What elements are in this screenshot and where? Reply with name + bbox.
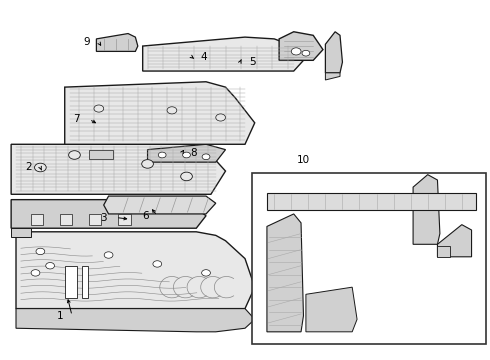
Polygon shape — [438, 225, 471, 257]
Text: 8: 8 — [191, 148, 197, 158]
Polygon shape — [16, 309, 255, 332]
Text: 10: 10 — [297, 156, 310, 165]
Circle shape — [36, 248, 45, 255]
Circle shape — [142, 159, 153, 168]
Bar — [65, 266, 77, 298]
Circle shape — [94, 105, 104, 112]
Text: 5: 5 — [249, 57, 256, 67]
Bar — [118, 214, 130, 225]
Polygon shape — [267, 214, 303, 332]
Text: 7: 7 — [74, 114, 80, 124]
Circle shape — [302, 50, 310, 56]
Polygon shape — [65, 82, 255, 144]
Text: 1: 1 — [56, 311, 63, 321]
Circle shape — [202, 154, 210, 159]
Polygon shape — [143, 37, 303, 71]
Circle shape — [31, 270, 40, 276]
Circle shape — [104, 252, 113, 258]
Circle shape — [46, 262, 54, 269]
Circle shape — [216, 114, 225, 121]
Text: 4: 4 — [200, 52, 207, 62]
Polygon shape — [11, 228, 30, 237]
Circle shape — [153, 261, 162, 267]
Polygon shape — [147, 144, 225, 162]
Polygon shape — [279, 32, 323, 60]
Bar — [89, 150, 114, 158]
Bar — [60, 214, 72, 225]
Polygon shape — [97, 33, 138, 51]
Circle shape — [158, 152, 166, 158]
Text: 3: 3 — [100, 212, 107, 222]
Polygon shape — [267, 193, 476, 210]
Text: 2: 2 — [25, 162, 31, 172]
Polygon shape — [16, 232, 255, 309]
Polygon shape — [306, 287, 357, 332]
Circle shape — [69, 151, 80, 159]
Circle shape — [167, 107, 177, 114]
Polygon shape — [413, 175, 440, 244]
Circle shape — [291, 48, 301, 55]
Polygon shape — [11, 144, 225, 194]
Bar — [82, 266, 88, 298]
Polygon shape — [104, 196, 216, 214]
Polygon shape — [325, 73, 340, 80]
Circle shape — [34, 163, 46, 172]
Circle shape — [181, 172, 193, 181]
Bar — [30, 214, 43, 225]
Polygon shape — [325, 32, 343, 73]
Circle shape — [183, 152, 191, 158]
Circle shape — [202, 270, 210, 276]
Bar — [252, 173, 486, 344]
Text: 6: 6 — [142, 211, 148, 221]
Polygon shape — [11, 200, 206, 228]
Bar — [89, 214, 101, 225]
Bar — [438, 246, 450, 257]
Text: 9: 9 — [83, 37, 90, 48]
